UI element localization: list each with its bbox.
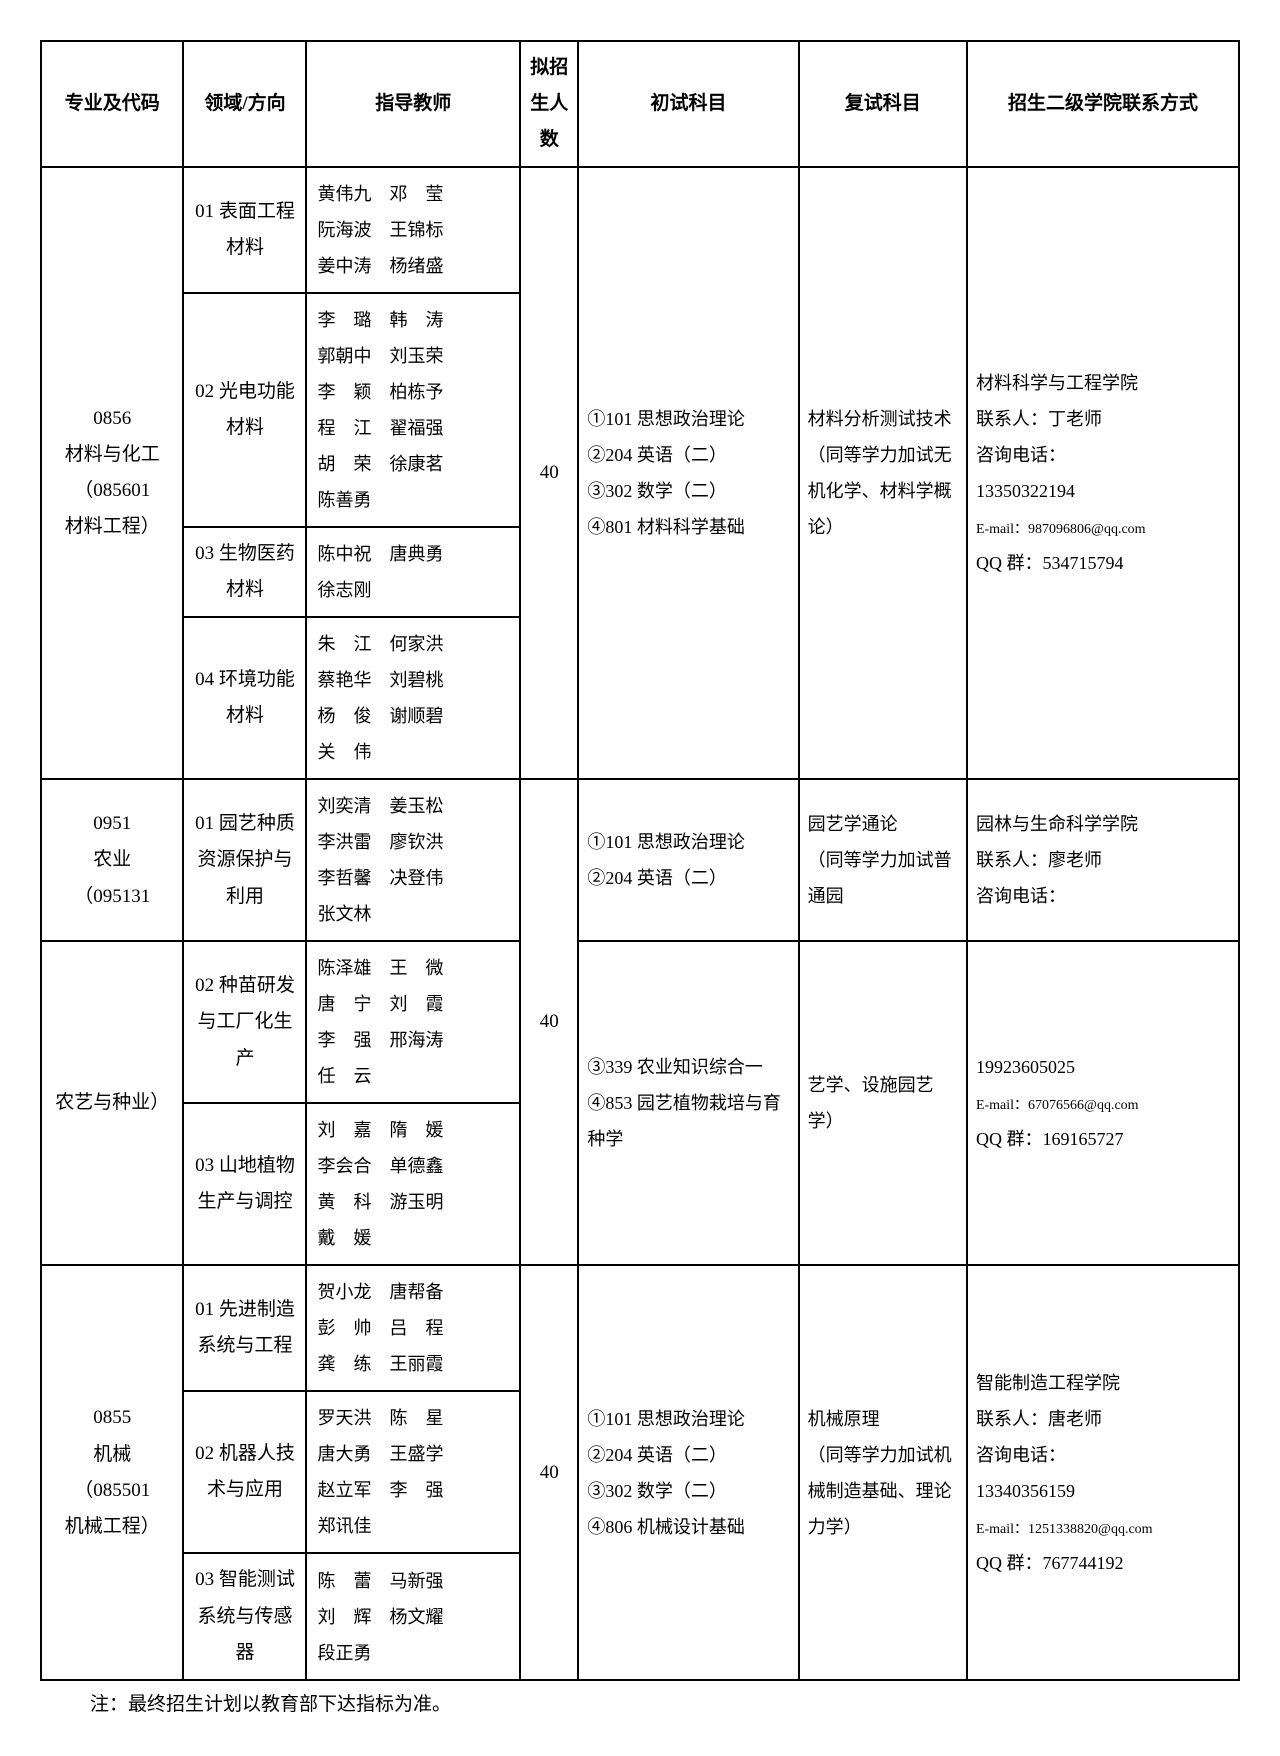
contact-qq: QQ 群：169165727 [976, 1129, 1124, 1149]
contact-phone: 19923605025 [976, 1057, 1075, 1077]
major-cell: 0951农业（095131 [41, 779, 183, 941]
contact-email: E-mail：987096806@qq.com [976, 522, 1146, 537]
table-row: 0951农业（095131 01 园艺种质资源保护与利用 刘奕清 姜玉松李洪雷 … [41, 779, 1239, 941]
direction-cell: 02 机器人技术与应用 [183, 1391, 306, 1553]
contact-qq: QQ 群：534715794 [976, 553, 1124, 573]
contact-cell: 园林与生命科学学院联系人：廖老师咨询电话： [967, 779, 1239, 941]
teachers-cell: 黄伟九 邓 莹阮海波 王锦标姜中涛 杨绪盛 [306, 167, 520, 293]
major-cell: 0856材料与化工（085601材料工程） [41, 167, 183, 779]
contact-email: E-mail：67076566@qq.com [976, 1098, 1139, 1113]
teachers-cell: 罗天洪 陈 星唐大勇 王盛学赵立军 李 强郑讯佳 [306, 1391, 520, 1553]
teachers-cell: 陈中祝 唐典勇徐志刚 [306, 527, 520, 617]
col-direction: 领域/方向 [183, 41, 306, 167]
col-teachers: 指导教师 [306, 41, 520, 167]
header-row: 专业及代码 领域/方向 指导教师 拟招生人数 初试科目 复试科目 招生二级学院联… [41, 41, 1239, 167]
col-major: 专业及代码 [41, 41, 183, 167]
col-exam2: 复试科目 [799, 41, 967, 167]
admissions-table: 专业及代码 领域/方向 指导教师 拟招生人数 初试科目 复试科目 招生二级学院联… [40, 40, 1240, 1681]
teachers-cell: 陈泽雄 王 微唐 宁 刘 霞李 强 邢海涛任 云 [306, 941, 520, 1103]
table-row: 农艺与种业） 02 种苗研发与工厂化生产 陈泽雄 王 微唐 宁 刘 霞李 强 邢… [41, 941, 1239, 1103]
direction-cell: 01 园艺种质资源保护与利用 [183, 779, 306, 941]
col-contact: 招生二级学院联系方式 [967, 41, 1239, 167]
exam2-cell: 机械原理（同等学力加试机械制造基础、理论力学） [799, 1265, 967, 1679]
exam2-cell: 园艺学通论（同等学力加试普通园 [799, 779, 967, 941]
direction-cell: 03 山地植物生产与调控 [183, 1103, 306, 1265]
teachers-cell: 贺小龙 唐帮备彭 帅 吕 程龚 练 王丽霞 [306, 1265, 520, 1391]
teachers-cell: 陈 蕾 马新强刘 辉 杨文耀段正勇 [306, 1553, 520, 1679]
exam1-cell: ③339 农业知识综合一④853 园艺植物栽培与育种学 [578, 941, 798, 1265]
footer-note: 注：最终招生计划以教育部下达指标为准。 [40, 1681, 1240, 1716]
teachers-cell: 李 璐 韩 涛郭朝中 刘玉荣李 颖 柏栋予程 江 翟福强胡 荣 徐康茗陈善勇 [306, 293, 520, 527]
direction-cell: 04 环境功能材料 [183, 617, 306, 779]
teachers-cell: 刘 嘉 隋 媛李会合 单德鑫黄 科 游玉明戴 媛 [306, 1103, 520, 1265]
direction-cell: 02 光电功能材料 [183, 293, 306, 527]
quota-cell: 40 [520, 167, 578, 779]
exam1-cell: ①101 思想政治理论②204 英语（二）③302 数学（二）④801 材料科学… [578, 167, 798, 779]
contact-qq: QQ 群：767744192 [976, 1553, 1124, 1573]
major-cell: 农艺与种业） [41, 941, 183, 1265]
major-cell: 0855机械（085501机械工程） [41, 1265, 183, 1679]
contact-email: E-mail：1251338820@qq.com [976, 1522, 1153, 1537]
direction-cell: 02 种苗研发与工厂化生产 [183, 941, 306, 1103]
exam1-cell: ①101 思想政治理论②204 英语（二）③302 数学（二）④806 机械设计… [578, 1265, 798, 1679]
contact-main: 智能制造工程学院联系人：唐老师咨询电话：13340356159 [976, 1373, 1120, 1501]
quota-cell: 40 [520, 779, 578, 1265]
exam2-cell: 艺学、设施园艺学） [799, 941, 967, 1265]
col-quota: 拟招生人数 [520, 41, 578, 167]
quota-cell: 40 [520, 1265, 578, 1679]
exam2-cell: 材料分析测试技术（同等学力加试无机化学、材料学概论） [799, 167, 967, 779]
contact-cell: 材料科学与工程学院联系人：丁老师咨询电话：13350322194 E-mail：… [967, 167, 1239, 779]
exam1-cell: ①101 思想政治理论②204 英语（二） [578, 779, 798, 941]
direction-cell: 03 智能测试系统与传感器 [183, 1553, 306, 1679]
table-row: 0856材料与化工（085601材料工程） 01 表面工程材料 黄伟九 邓 莹阮… [41, 167, 1239, 293]
contact-cell: 智能制造工程学院联系人：唐老师咨询电话：13340356159 E-mail：1… [967, 1265, 1239, 1679]
teachers-cell: 刘奕清 姜玉松李洪雷 廖钦洪李哲馨 决登伟张文林 [306, 779, 520, 941]
col-exam1: 初试科目 [578, 41, 798, 167]
table-row: 0855机械（085501机械工程） 01 先进制造系统与工程 贺小龙 唐帮备彭… [41, 1265, 1239, 1391]
teachers-cell: 朱 江 何家洪蔡艳华 刘碧桃杨 俊 谢顺碧关 伟 [306, 617, 520, 779]
contact-cell: 19923605025 E-mail：67076566@qq.com QQ 群：… [967, 941, 1239, 1265]
direction-cell: 01 先进制造系统与工程 [183, 1265, 306, 1391]
direction-cell: 03 生物医药材料 [183, 527, 306, 617]
direction-cell: 01 表面工程材料 [183, 167, 306, 293]
contact-main: 材料科学与工程学院联系人：丁老师咨询电话：13350322194 [976, 373, 1138, 501]
